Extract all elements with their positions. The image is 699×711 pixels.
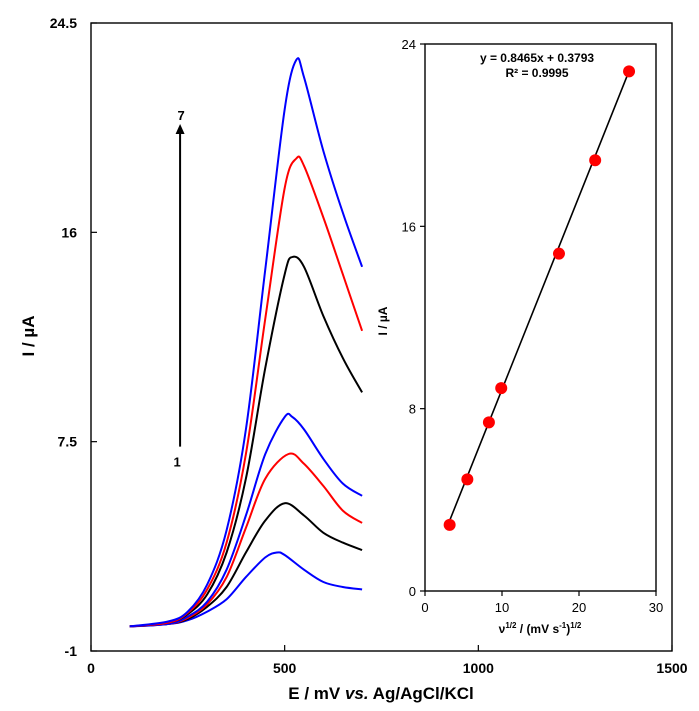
inset-plot-frame [424, 43, 657, 592]
main-x-axis-title-vs: vs. [345, 684, 369, 703]
main-x-tick-label-500: 500 [273, 660, 297, 676]
arrow-head [175, 123, 185, 134]
inset-chart: 0 10 20 30 0 8 16 24 ν1/2 / (mV s-1)1/2 … [376, 37, 663, 636]
inset-point-7 [623, 65, 636, 78]
inset-y-tick-label-24: 24 [402, 37, 416, 52]
inset-point-6 [589, 154, 602, 167]
inset-x-axis-title-sup1: 1/2 [505, 621, 517, 630]
inset-point-1 [443, 518, 456, 531]
inset-equation: y = 0.8465x + 0.3793 [480, 51, 594, 65]
main-x-tick-label-1000: 1000 [463, 660, 494, 676]
inset-point-2 [461, 473, 474, 486]
inset-y-tick-label-8: 8 [409, 402, 416, 417]
main-x-tick-label-0: 0 [87, 660, 95, 676]
main-series-line-3 [129, 452, 363, 628]
inset-y-tick-label-16: 16 [402, 219, 416, 234]
inset-trendline [448, 70, 630, 521]
main-y-tick-label-minus1: -1 [65, 643, 78, 659]
inset-x-tick-label-10: 10 [495, 600, 509, 615]
inset-x-tick-label-30: 30 [649, 600, 663, 615]
main-chart: 0 500 1000 1500 -1 7.5 16 24.5 E / mV vs… [19, 15, 688, 703]
inset-point-3 [482, 416, 495, 429]
arrow-end-label: 7 [177, 108, 184, 123]
main-series-line-2 [129, 502, 363, 628]
main-x-axis-title-part3: Ag/AgCl/KCl [369, 684, 474, 703]
main-x-tick-label-1500: 1500 [656, 660, 687, 676]
main-series-line-6 [129, 155, 364, 628]
inset-x-axis-title-sup2: -1 [559, 621, 567, 630]
main-x-axis-title-part1: E / mV [288, 684, 345, 703]
main-y-axis-title: I / µA [19, 316, 38, 357]
inset-axis-ticks [420, 43, 657, 596]
inset-x-axis-title-sup3: 1/2 [570, 621, 582, 630]
main-series-line-7 [129, 57, 364, 628]
inset-point-4 [495, 382, 508, 395]
inset-r-squared: R² = 0.9995 [505, 66, 568, 80]
inset-x-tick-labels: 0 10 20 30 [421, 600, 663, 615]
main-x-axis-title: E / mV vs. Ag/AgCl/KCl [288, 684, 473, 703]
main-y-tick-label-7-5: 7.5 [58, 434, 78, 450]
inset-x-axis-title: ν1/2 / (mV s-1)1/2 [499, 621, 582, 636]
inset-y-tick-label-0: 0 [409, 584, 416, 599]
main-plot-frame [90, 22, 673, 652]
inset-x-axis-title-nu: ν [499, 622, 506, 636]
main-y-tick-label-16: 16 [61, 224, 77, 240]
arrow-start-label: 1 [173, 455, 180, 470]
main-y-tick-label-24-5: 24.5 [50, 15, 77, 31]
main-y-tick-labels: -1 7.5 16 24.5 [50, 15, 77, 659]
inset-x-axis-title-mid: / (mV s [516, 622, 559, 636]
inset-points-group [443, 65, 636, 531]
main-series-line-1 [129, 551, 363, 628]
inset-point-5 [552, 247, 565, 260]
inset-x-tick-label-20: 20 [572, 600, 586, 615]
main-series-line-5 [129, 255, 363, 628]
main-x-tick-labels: 0 500 1000 1500 [87, 660, 688, 676]
inset-x-tick-label-0: 0 [421, 600, 428, 615]
main-arrow: 1 7 [173, 108, 184, 470]
inset-y-tick-labels: 0 8 16 24 [402, 37, 416, 599]
main-series-line-4 [129, 412, 363, 628]
main-axis-ticks [90, 22, 673, 652]
main-series-group [129, 57, 364, 628]
inset-y-axis-title: I / µA [376, 306, 390, 335]
inset-x-axis-title-end: ) [566, 622, 570, 636]
